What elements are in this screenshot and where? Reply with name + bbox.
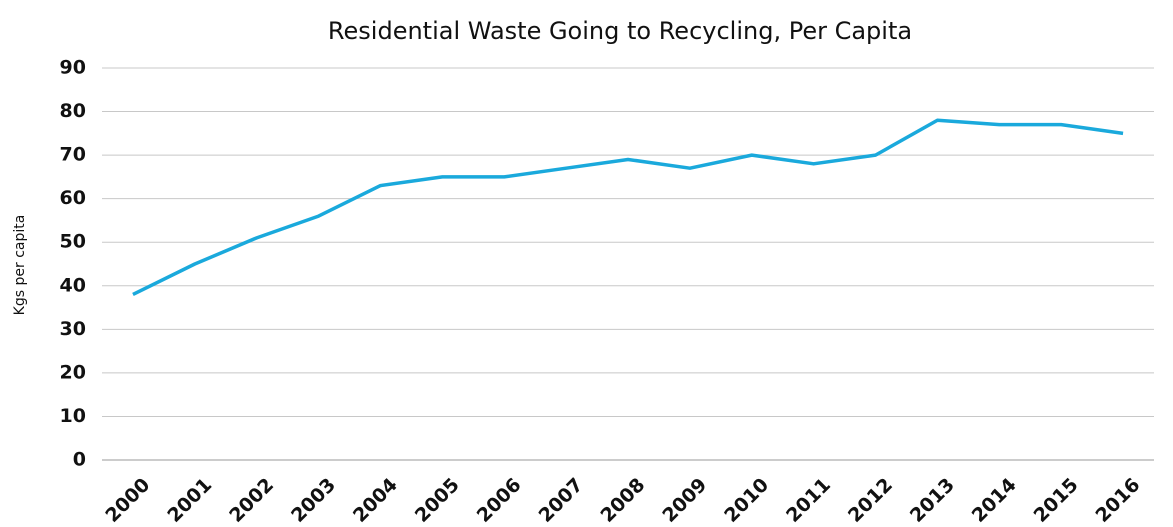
x-tick-label: 2011: [782, 474, 835, 527]
y-tick-label: 30: [60, 318, 86, 340]
x-tick-label: 2012: [844, 474, 897, 527]
y-axis-label: Kgs per capita: [12, 215, 28, 316]
y-tick-label: 10: [60, 405, 86, 427]
y-tick-label: 60: [60, 187, 86, 209]
line-series: [132, 118, 1124, 297]
x-tick-label: 2003: [287, 474, 340, 527]
y-tick-label: 80: [60, 100, 86, 122]
y-tick-label: 70: [60, 144, 86, 166]
x-tick-label: 2009: [658, 474, 711, 527]
x-tick-label: 2004: [349, 474, 402, 527]
x-tick-label: 2013: [906, 474, 959, 527]
x-tick-label: 2008: [596, 474, 649, 527]
y-tick-label: 20: [60, 361, 86, 383]
x-tick-label: 2002: [225, 474, 278, 527]
x-tick-label: 2010: [720, 474, 773, 527]
x-tick-label: 2015: [1030, 474, 1083, 527]
x-tick-label: 2006: [473, 474, 526, 527]
x-tick-label: 2001: [163, 474, 216, 527]
y-tick-label: 90: [60, 57, 86, 79]
y-tick-label: 50: [60, 231, 86, 253]
x-tick-label: 2000: [101, 474, 154, 527]
x-tick-label: 2007: [535, 474, 588, 527]
x-tick-label: 2005: [411, 474, 464, 527]
y-tick-label: 40: [60, 274, 86, 296]
x-tick-label: 2014: [968, 474, 1021, 527]
chart-title: Residential Waste Going to Recycling, Pe…: [328, 17, 912, 45]
y-tick-label: 0: [73, 449, 86, 471]
x-tick-label: 2016: [1092, 474, 1145, 527]
